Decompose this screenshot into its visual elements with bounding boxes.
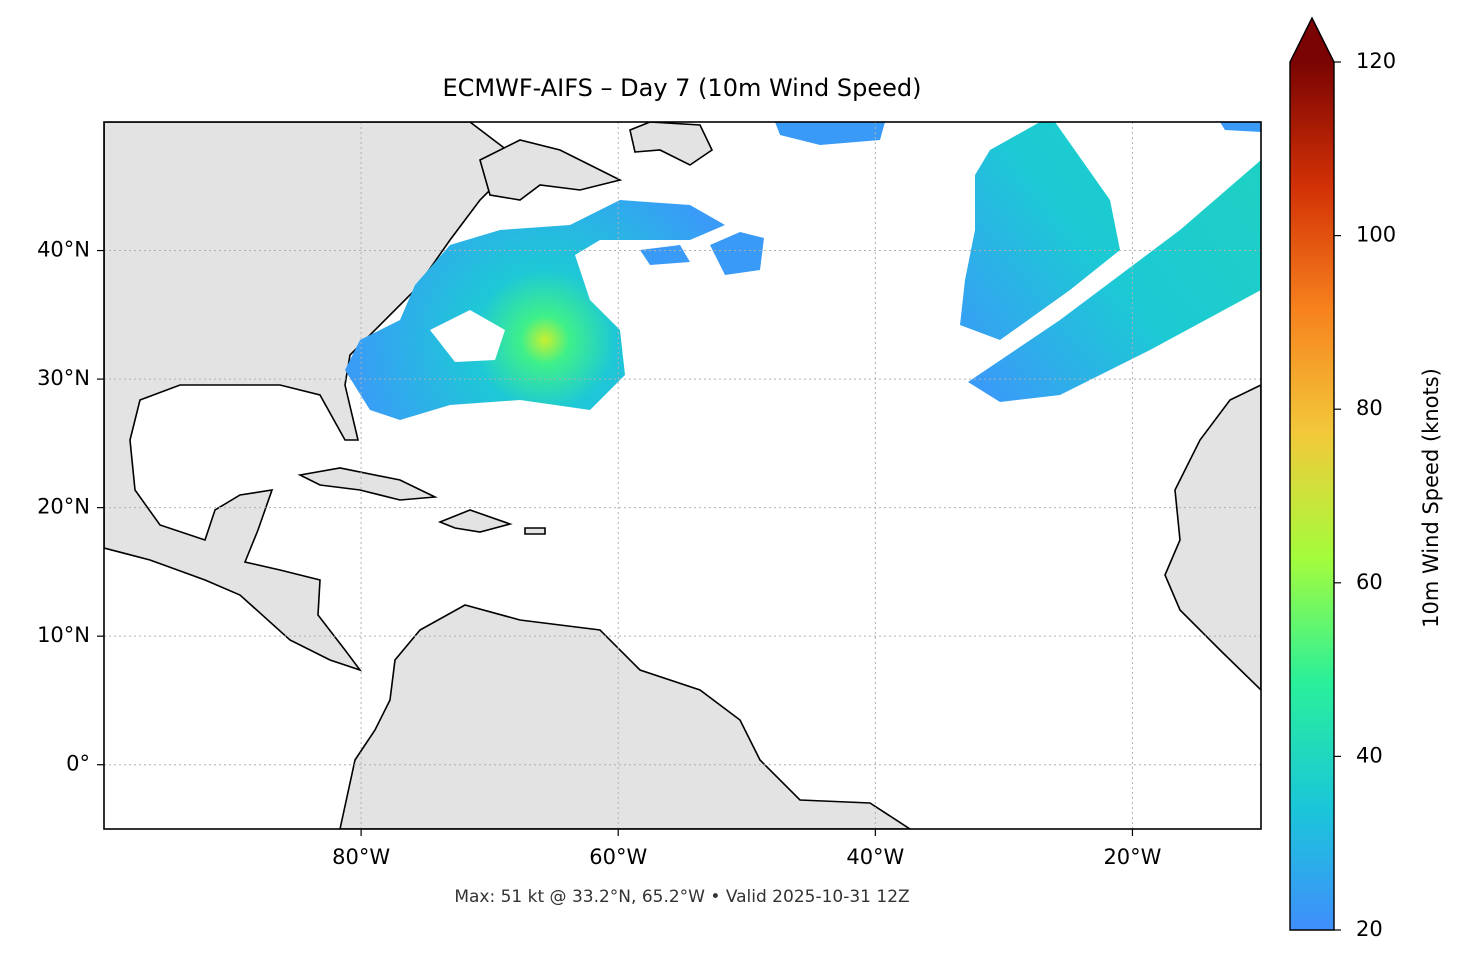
colorbar-extend xyxy=(1290,18,1334,62)
colorbar-tick-label: 20 xyxy=(1356,917,1383,941)
y-tick-label: 0° xyxy=(66,752,90,776)
x-tick-label: 60°W xyxy=(589,845,647,869)
map-frame xyxy=(103,121,1262,830)
wind-field xyxy=(960,122,1120,340)
colorbar-tick-label: 120 xyxy=(1356,49,1396,73)
colorbar-label: 10m Wind Speed (knots) xyxy=(1419,368,1443,628)
colorbar-frame xyxy=(1289,16,1335,931)
colorbar-tick-label: 40 xyxy=(1356,743,1383,767)
colorbar-tick-label: 80 xyxy=(1356,396,1383,420)
x-tick-label: 20°W xyxy=(1103,845,1161,869)
wind-field xyxy=(1220,122,1261,132)
colorbar xyxy=(1290,62,1334,930)
africa xyxy=(1164,384,1261,692)
x-tick-label: 40°W xyxy=(846,845,904,869)
y-tick-label: 10°N xyxy=(37,623,90,647)
map-area xyxy=(104,122,1261,829)
colorbar-tick-label: 100 xyxy=(1356,223,1396,247)
cuba xyxy=(297,467,438,501)
atlantic-canada xyxy=(479,139,623,201)
hispaniola xyxy=(437,509,513,533)
map-title: ECMWF-AIFS – Day 7 (10m Wind Speed) xyxy=(442,74,921,102)
wind-field xyxy=(640,245,690,265)
wind-field xyxy=(345,200,725,420)
south-america xyxy=(339,604,912,829)
footer-note: Max: 51 kt @ 33.2°N, 65.2°W • Valid 2025… xyxy=(454,887,909,907)
colorbar-tick-label: 60 xyxy=(1356,570,1383,594)
wind-field xyxy=(775,122,885,145)
wind-field xyxy=(710,232,764,275)
wind-field xyxy=(968,160,1261,402)
y-tick-label: 40°N xyxy=(37,238,90,262)
puerto-rico xyxy=(524,527,546,535)
y-tick-label: 20°N xyxy=(37,495,90,519)
x-tick-label: 80°W xyxy=(332,845,390,869)
newfoundland xyxy=(629,122,714,166)
y-tick-label: 30°N xyxy=(37,366,90,390)
